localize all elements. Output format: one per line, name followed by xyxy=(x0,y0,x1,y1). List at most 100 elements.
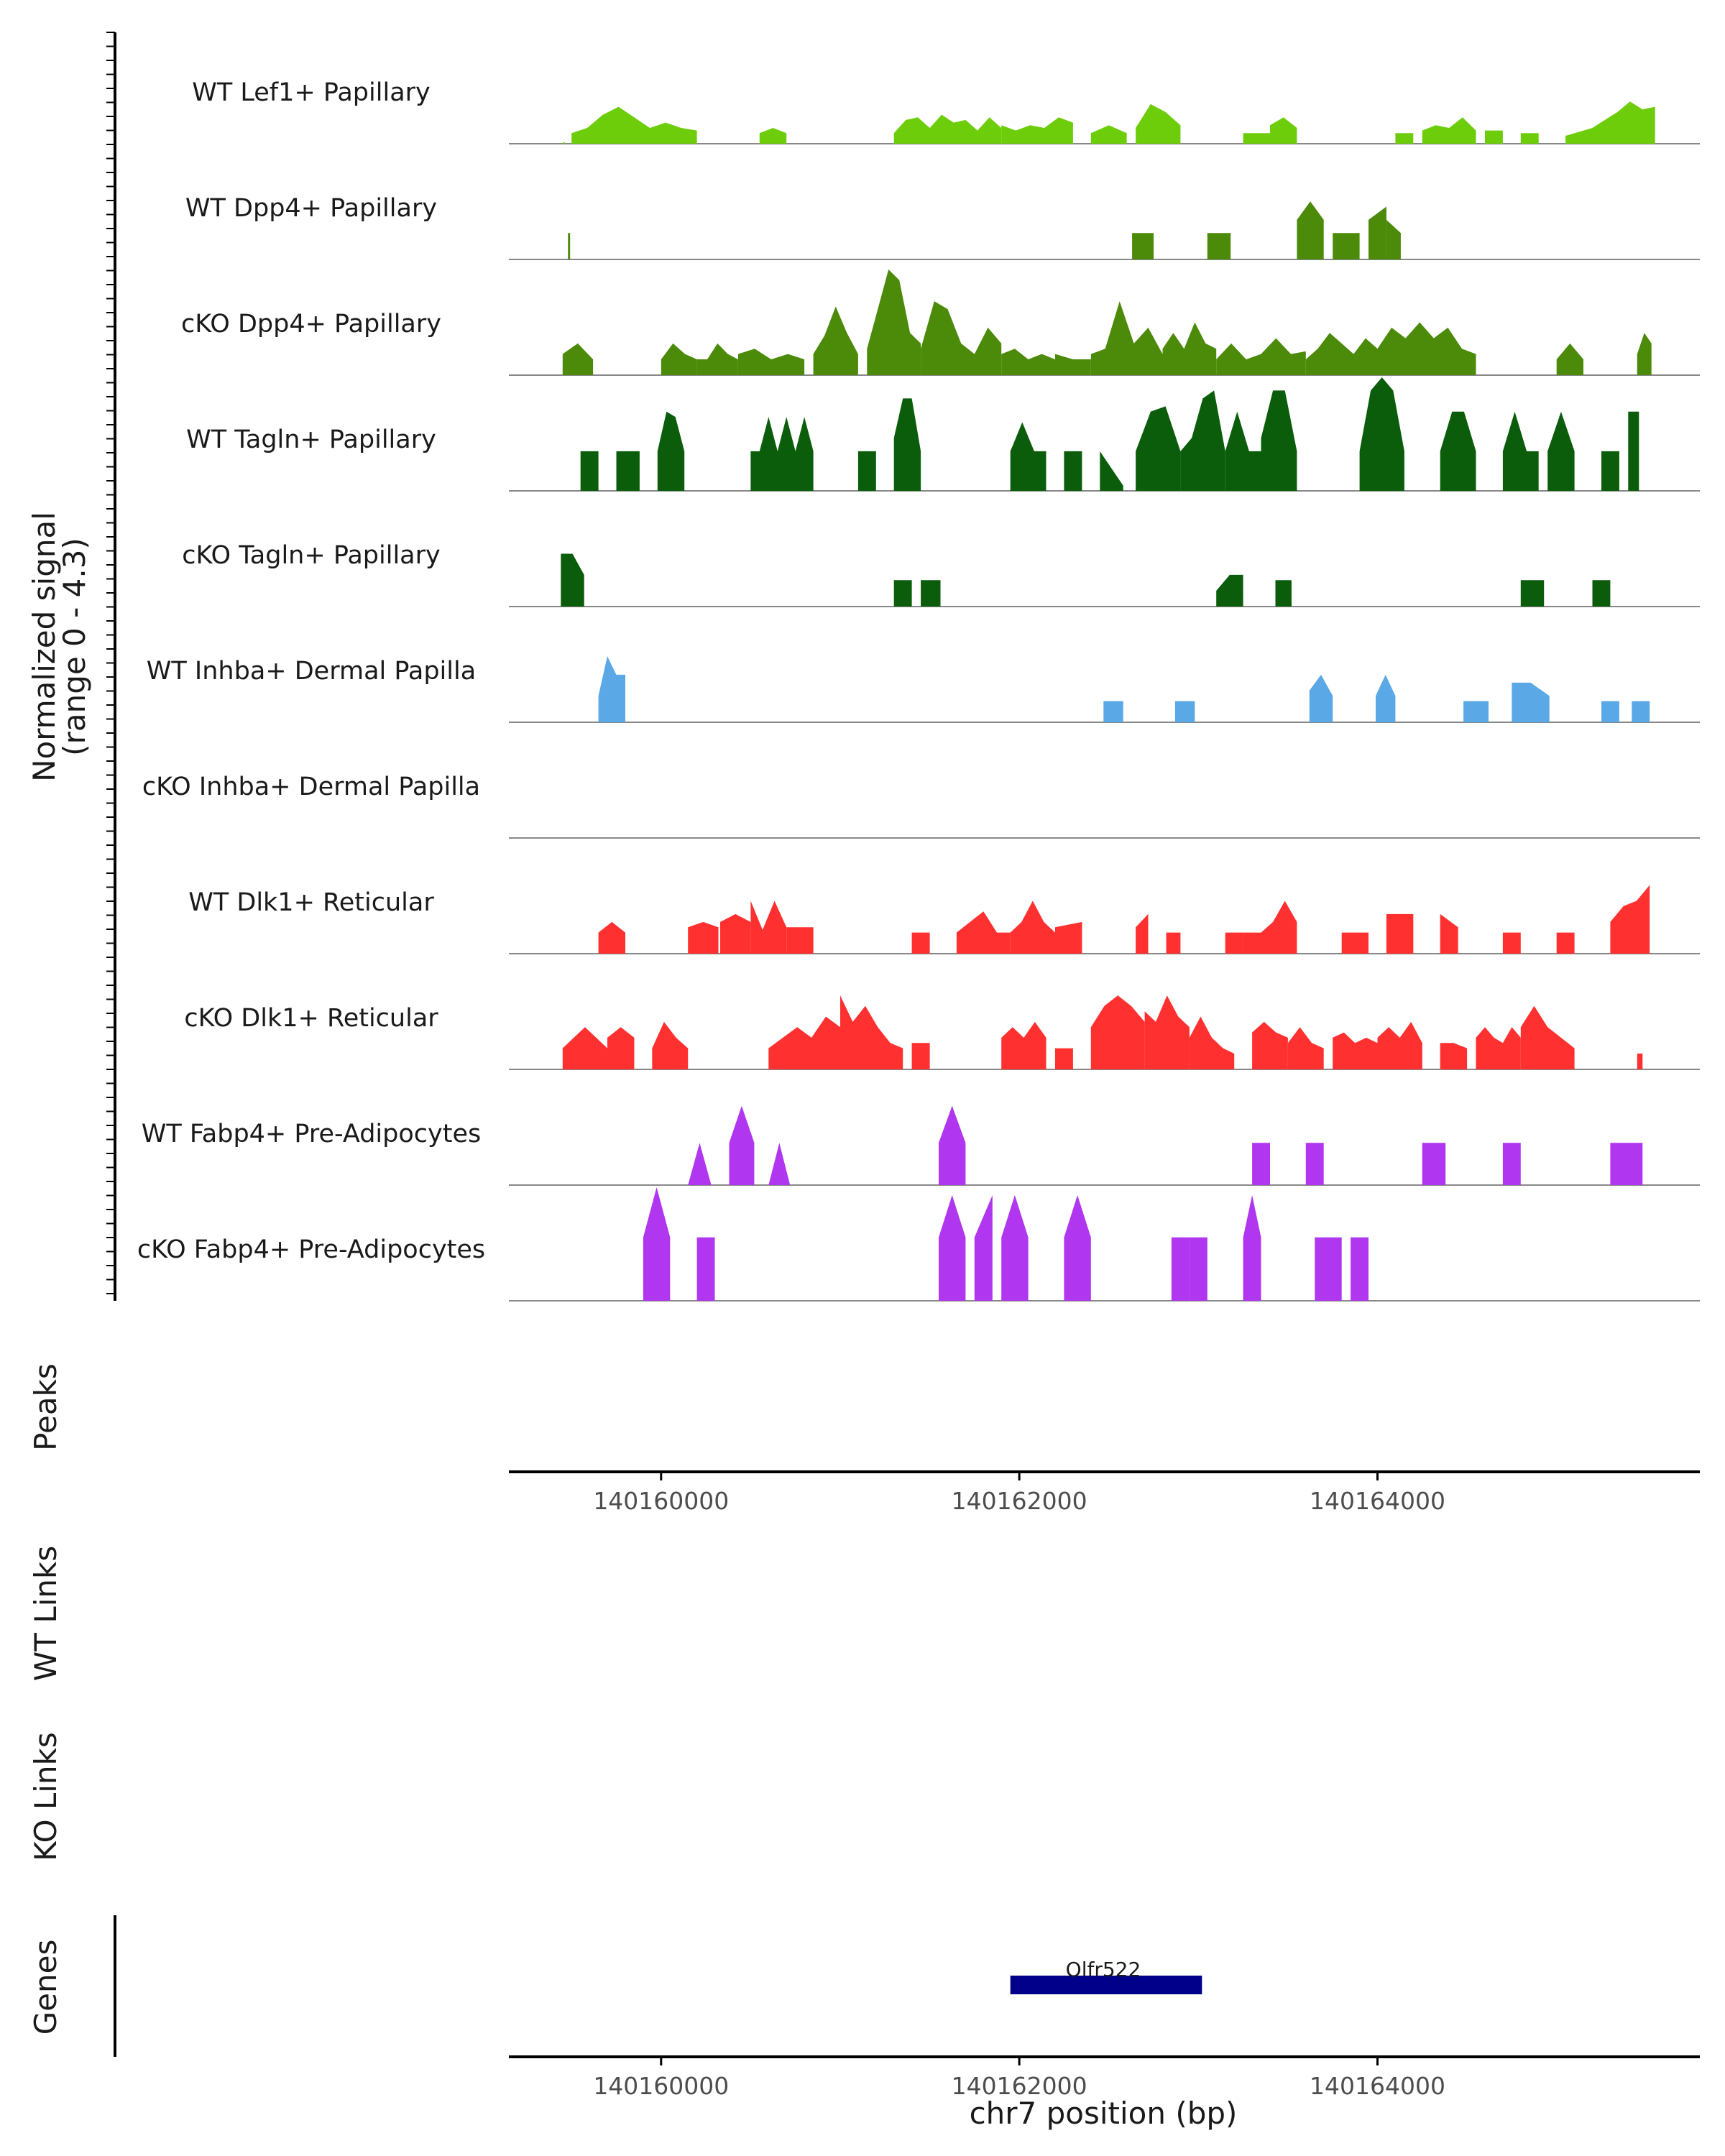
signal-region-wt-tagln-papillary-13 xyxy=(1360,377,1404,491)
signal-region-wt-tagln-papillary-11 xyxy=(1225,412,1261,491)
signal-region-cko-fabp4-pre-adipocytes-0 xyxy=(643,1187,670,1301)
signal-region-wt-lef1-papillary-0 xyxy=(563,142,565,144)
signal-region-wt-tagln-papillary-1 xyxy=(617,451,640,491)
signal-region-cko-fabp4-pre-adipocytes-8 xyxy=(1243,1195,1261,1301)
signal-region-wt-tagln-papillary-14 xyxy=(1440,412,1476,491)
signal-region-wt-lef1-papillary-12 xyxy=(1521,133,1539,144)
peaks-x-axis-tick-label-1: 140162000 xyxy=(952,1487,1087,1515)
track-label-wt-dlk1-reticular: WT Dlk1+ Reticular xyxy=(188,888,434,917)
signal-region-wt-lef1-papillary-2 xyxy=(760,128,786,144)
y-axis-range: (range 0 - 4.3) xyxy=(57,538,92,756)
signal-region-cko-dpp4-papillary-13 xyxy=(1306,333,1378,375)
signal-region-wt-dlk1-reticular-9 xyxy=(1136,914,1148,954)
signal-region-cko-fabp4-pre-adipocytes-2 xyxy=(939,1195,965,1301)
signal-region-cko-fabp4-pre-adipocytes-10 xyxy=(1351,1238,1368,1301)
signal-region-cko-dlk1-reticular-12 xyxy=(1288,1027,1324,1069)
coverage-tracks: WT Lef1+ Papillary WT Dpp4+ Papillary cKO … xyxy=(137,78,1700,1994)
signal-region-cko-dlk1-reticular-4 xyxy=(840,995,903,1069)
genes-label: Genes xyxy=(28,1940,63,2035)
signal-region-wt-dlk1-reticular-2 xyxy=(720,914,750,954)
signal-region-wt-dlk1-reticular-1 xyxy=(688,922,718,954)
signal-region-cko-dlk1-reticular-2 xyxy=(652,1022,688,1069)
signal-region-wt-fabp4-pre-adipocytes-5 xyxy=(1306,1143,1324,1185)
signal-region-wt-tagln-papillary-7 xyxy=(1064,451,1082,491)
signal-region-wt-fabp4-pre-adipocytes-8 xyxy=(1610,1143,1642,1185)
signal-region-wt-dlk1-reticular-11 xyxy=(1225,933,1243,954)
signal-region-wt-fabp4-pre-adipocytes-1 xyxy=(730,1106,755,1185)
track-label-cko-inhba-dermal-papilla: cKO Inhba+ Dermal Papilla xyxy=(142,773,480,801)
signal-region-cko-dpp4-papillary-12 xyxy=(1261,338,1306,375)
signal-region-wt-tagln-papillary-18 xyxy=(1628,412,1639,491)
signal-region-wt-dpp4-papillary-1 xyxy=(1132,233,1154,259)
signal-region-cko-dlk1-reticular-7 xyxy=(1055,1049,1073,1069)
signal-region-wt-inhba-dermal-papilla-1 xyxy=(1103,701,1123,722)
signal-region-cko-fabp4-pre-adipocytes-7 xyxy=(1190,1238,1208,1301)
signal-region-wt-fabp4-pre-adipocytes-6 xyxy=(1422,1143,1445,1185)
signal-region-wt-lef1-papillary-3 xyxy=(894,115,1002,144)
track-label-wt-fabp4-pre-adipocytes: WT Fabp4+ Pre-Adipocytes xyxy=(142,1120,481,1148)
track-label-wt-dpp4-papillary: WT Dpp4+ Papillary xyxy=(185,194,437,223)
signal-region-cko-dlk1-reticular-3 xyxy=(768,1017,840,1070)
signal-region-cko-dpp4-papillary-10 xyxy=(1163,323,1217,376)
signal-region-wt-lef1-papillary-5 xyxy=(1091,125,1127,144)
signal-region-wt-dlk1-reticular-7 xyxy=(1011,901,1055,954)
signal-region-wt-inhba-dermal-papilla-0 xyxy=(599,656,625,722)
signal-region-wt-dpp4-papillary-4 xyxy=(1333,233,1359,259)
signal-region-wt-dpp4-papillary-6 xyxy=(1386,220,1401,259)
signal-region-wt-dlk1-reticular-15 xyxy=(1386,914,1413,954)
gene-label-olfr522: Olfr522 xyxy=(1066,1958,1141,1981)
signal-region-wt-tagln-papillary-6 xyxy=(1011,423,1046,492)
peaks-x-axis-tick-label-2: 140164000 xyxy=(1310,1487,1445,1515)
signal-region-wt-fabp4-pre-adipocytes-0 xyxy=(688,1143,711,1185)
signal-region-cko-dlk1-reticular-18 xyxy=(1637,1054,1643,1069)
signal-region-wt-dlk1-reticular-16 xyxy=(1440,914,1458,954)
signal-region-wt-fabp4-pre-adipocytes-2 xyxy=(768,1143,790,1185)
signal-region-wt-lef1-papillary-13 xyxy=(1565,128,1592,144)
signal-region-cko-dlk1-reticular-6 xyxy=(1001,1022,1046,1069)
signal-region-wt-dlk1-reticular-8 xyxy=(1055,922,1082,954)
peaks-label: Peaks xyxy=(28,1363,63,1451)
signal-region-cko-dpp4-papillary-1 xyxy=(661,344,697,375)
signal-region-wt-fabp4-pre-adipocytes-7 xyxy=(1503,1143,1521,1185)
track-label-wt-inhba-dermal-papilla: WT Inhba+ Dermal Papilla xyxy=(147,657,476,686)
signal-region-cko-dpp4-papillary-14 xyxy=(1378,323,1476,376)
signal-region-cko-dpp4-papillary-6 xyxy=(921,301,1001,375)
signal-region-wt-dlk1-reticular-14 xyxy=(1342,933,1368,954)
signal-region-cko-dpp4-papillary-16 xyxy=(1637,333,1652,375)
signal-region-cko-dpp4-papillary-9 xyxy=(1091,301,1163,375)
signal-region-cko-tagln-papillary-0 xyxy=(561,554,584,607)
signal-region-wt-tagln-papillary-5 xyxy=(894,398,921,491)
genes-x-axis-tick-label-0: 140160000 xyxy=(593,2072,729,2100)
signal-region-cko-fabp4-pre-adipocytes-3 xyxy=(975,1195,993,1301)
signal-region-cko-tagln-papillary-2 xyxy=(921,580,940,607)
signal-region-wt-tagln-papillary-16 xyxy=(1547,412,1574,491)
signal-region-cko-dlk1-reticular-17 xyxy=(1521,1006,1575,1069)
signal-region-wt-lef1-papillary-11 xyxy=(1485,131,1503,144)
signal-region-wt-dlk1-reticular-5 xyxy=(912,933,930,954)
signal-region-wt-dpp4-papillary-2 xyxy=(1208,233,1230,259)
track-label-cko-dpp4-papillary: cKO Dpp4+ Papillary xyxy=(181,310,441,338)
signal-region-wt-inhba-dermal-papilla-7 xyxy=(1601,701,1619,722)
signal-region-cko-dlk1-reticular-16 xyxy=(1476,1027,1521,1069)
signal-region-cko-tagln-papillary-6 xyxy=(1593,580,1611,607)
signal-region-wt-fabp4-pre-adipocytes-4 xyxy=(1252,1143,1270,1185)
signal-region-wt-inhba-dermal-papilla-3 xyxy=(1310,675,1333,722)
signal-region-cko-dlk1-reticular-1 xyxy=(607,1027,634,1069)
signal-region-wt-dlk1-reticular-13 xyxy=(1261,901,1297,954)
signal-region-wt-tagln-papillary-9 xyxy=(1136,406,1180,491)
signal-region-wt-tagln-papillary-12 xyxy=(1261,390,1297,491)
signal-region-cko-dpp4-papillary-5 xyxy=(867,270,921,375)
signal-region-wt-lef1-papillary-9 xyxy=(1395,133,1413,144)
signal-region-wt-tagln-papillary-15 xyxy=(1503,412,1539,491)
signal-region-wt-lef1-papillary-4 xyxy=(1001,117,1073,144)
signal-region-wt-dpp4-papillary-0 xyxy=(568,233,570,259)
signal-region-cko-fabp4-pre-adipocytes-4 xyxy=(1001,1195,1028,1301)
signal-region-cko-dpp4-papillary-4 xyxy=(814,307,858,376)
signal-region-wt-tagln-papillary-0 xyxy=(581,451,599,491)
track-label-cko-tagln-papillary: cKO Tagln+ Papillary xyxy=(182,541,441,570)
signal-region-wt-tagln-papillary-3 xyxy=(750,417,813,491)
signal-region-cko-fabp4-pre-adipocytes-9 xyxy=(1315,1238,1341,1301)
signal-region-wt-dlk1-reticular-0 xyxy=(599,922,625,954)
signal-region-wt-lef1-papillary-1 xyxy=(571,107,696,144)
signal-region-wt-tagln-papillary-4 xyxy=(858,451,876,491)
